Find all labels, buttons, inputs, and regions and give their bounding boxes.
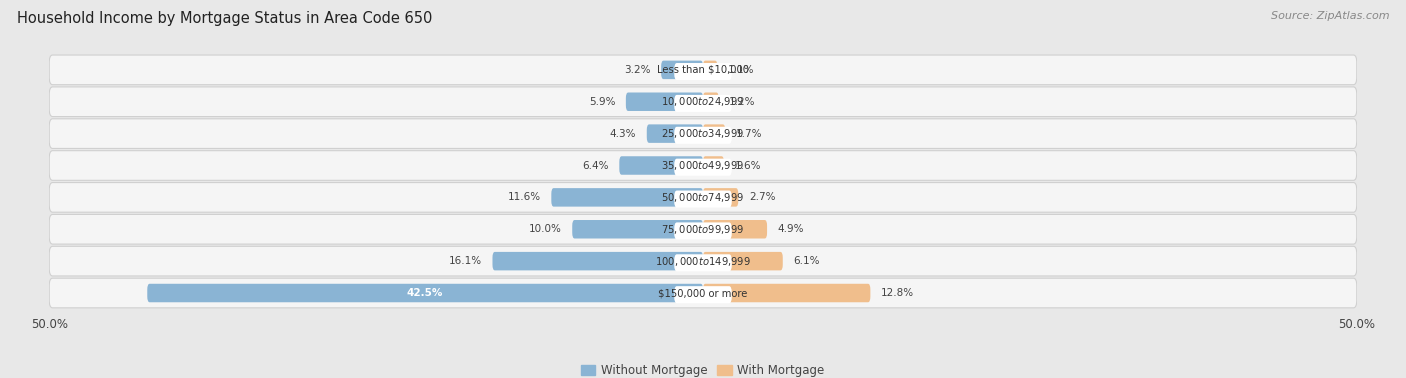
FancyBboxPatch shape	[49, 214, 1357, 244]
Text: 4.3%: 4.3%	[610, 129, 637, 139]
FancyBboxPatch shape	[675, 95, 731, 112]
Text: 6.1%: 6.1%	[793, 256, 820, 266]
Text: Household Income by Mortgage Status in Area Code 650: Household Income by Mortgage Status in A…	[17, 11, 432, 26]
Text: $75,000 to $99,999: $75,000 to $99,999	[661, 223, 745, 236]
FancyBboxPatch shape	[148, 284, 703, 302]
FancyBboxPatch shape	[675, 191, 731, 208]
FancyBboxPatch shape	[675, 127, 731, 144]
Text: $100,000 to $149,999: $100,000 to $149,999	[655, 255, 751, 268]
Text: 4.9%: 4.9%	[778, 224, 804, 234]
FancyBboxPatch shape	[49, 55, 1357, 85]
FancyBboxPatch shape	[551, 188, 703, 207]
FancyBboxPatch shape	[675, 222, 731, 239]
Text: 5.9%: 5.9%	[589, 97, 616, 107]
FancyBboxPatch shape	[703, 156, 724, 175]
FancyBboxPatch shape	[619, 156, 703, 175]
Text: 2.7%: 2.7%	[749, 192, 775, 202]
Text: 10.0%: 10.0%	[529, 224, 562, 234]
FancyBboxPatch shape	[703, 188, 738, 207]
FancyBboxPatch shape	[49, 183, 1357, 212]
FancyBboxPatch shape	[661, 60, 703, 79]
FancyBboxPatch shape	[703, 284, 870, 302]
FancyBboxPatch shape	[49, 278, 1357, 308]
Text: 1.1%: 1.1%	[728, 65, 755, 75]
Text: $35,000 to $49,999: $35,000 to $49,999	[661, 159, 745, 172]
Text: Less than $10,000: Less than $10,000	[657, 65, 749, 75]
FancyBboxPatch shape	[49, 246, 1357, 276]
FancyBboxPatch shape	[703, 220, 768, 239]
Text: 1.7%: 1.7%	[735, 129, 762, 139]
FancyBboxPatch shape	[572, 220, 703, 239]
Text: $25,000 to $34,999: $25,000 to $34,999	[661, 127, 745, 140]
FancyBboxPatch shape	[675, 286, 731, 303]
FancyBboxPatch shape	[626, 93, 703, 111]
FancyBboxPatch shape	[49, 151, 1357, 180]
FancyBboxPatch shape	[492, 252, 703, 270]
Text: 12.8%: 12.8%	[880, 288, 914, 298]
FancyBboxPatch shape	[703, 60, 717, 79]
FancyBboxPatch shape	[49, 119, 1357, 149]
Text: 6.4%: 6.4%	[582, 161, 609, 170]
FancyBboxPatch shape	[675, 254, 731, 271]
FancyBboxPatch shape	[675, 63, 731, 80]
Text: 1.6%: 1.6%	[734, 161, 761, 170]
FancyBboxPatch shape	[703, 124, 725, 143]
Text: 3.2%: 3.2%	[624, 65, 651, 75]
FancyBboxPatch shape	[675, 159, 731, 176]
Text: 42.5%: 42.5%	[406, 288, 443, 298]
Legend: Without Mortgage, With Mortgage: Without Mortgage, With Mortgage	[576, 359, 830, 378]
Text: $10,000 to $24,999: $10,000 to $24,999	[661, 95, 745, 108]
Text: 11.6%: 11.6%	[508, 192, 541, 202]
Text: 1.2%: 1.2%	[730, 97, 755, 107]
FancyBboxPatch shape	[703, 252, 783, 270]
FancyBboxPatch shape	[703, 93, 718, 111]
FancyBboxPatch shape	[647, 124, 703, 143]
Text: $150,000 or more: $150,000 or more	[658, 288, 748, 298]
FancyBboxPatch shape	[49, 87, 1357, 116]
Text: Source: ZipAtlas.com: Source: ZipAtlas.com	[1271, 11, 1389, 21]
Text: 16.1%: 16.1%	[449, 256, 482, 266]
Text: $50,000 to $74,999: $50,000 to $74,999	[661, 191, 745, 204]
